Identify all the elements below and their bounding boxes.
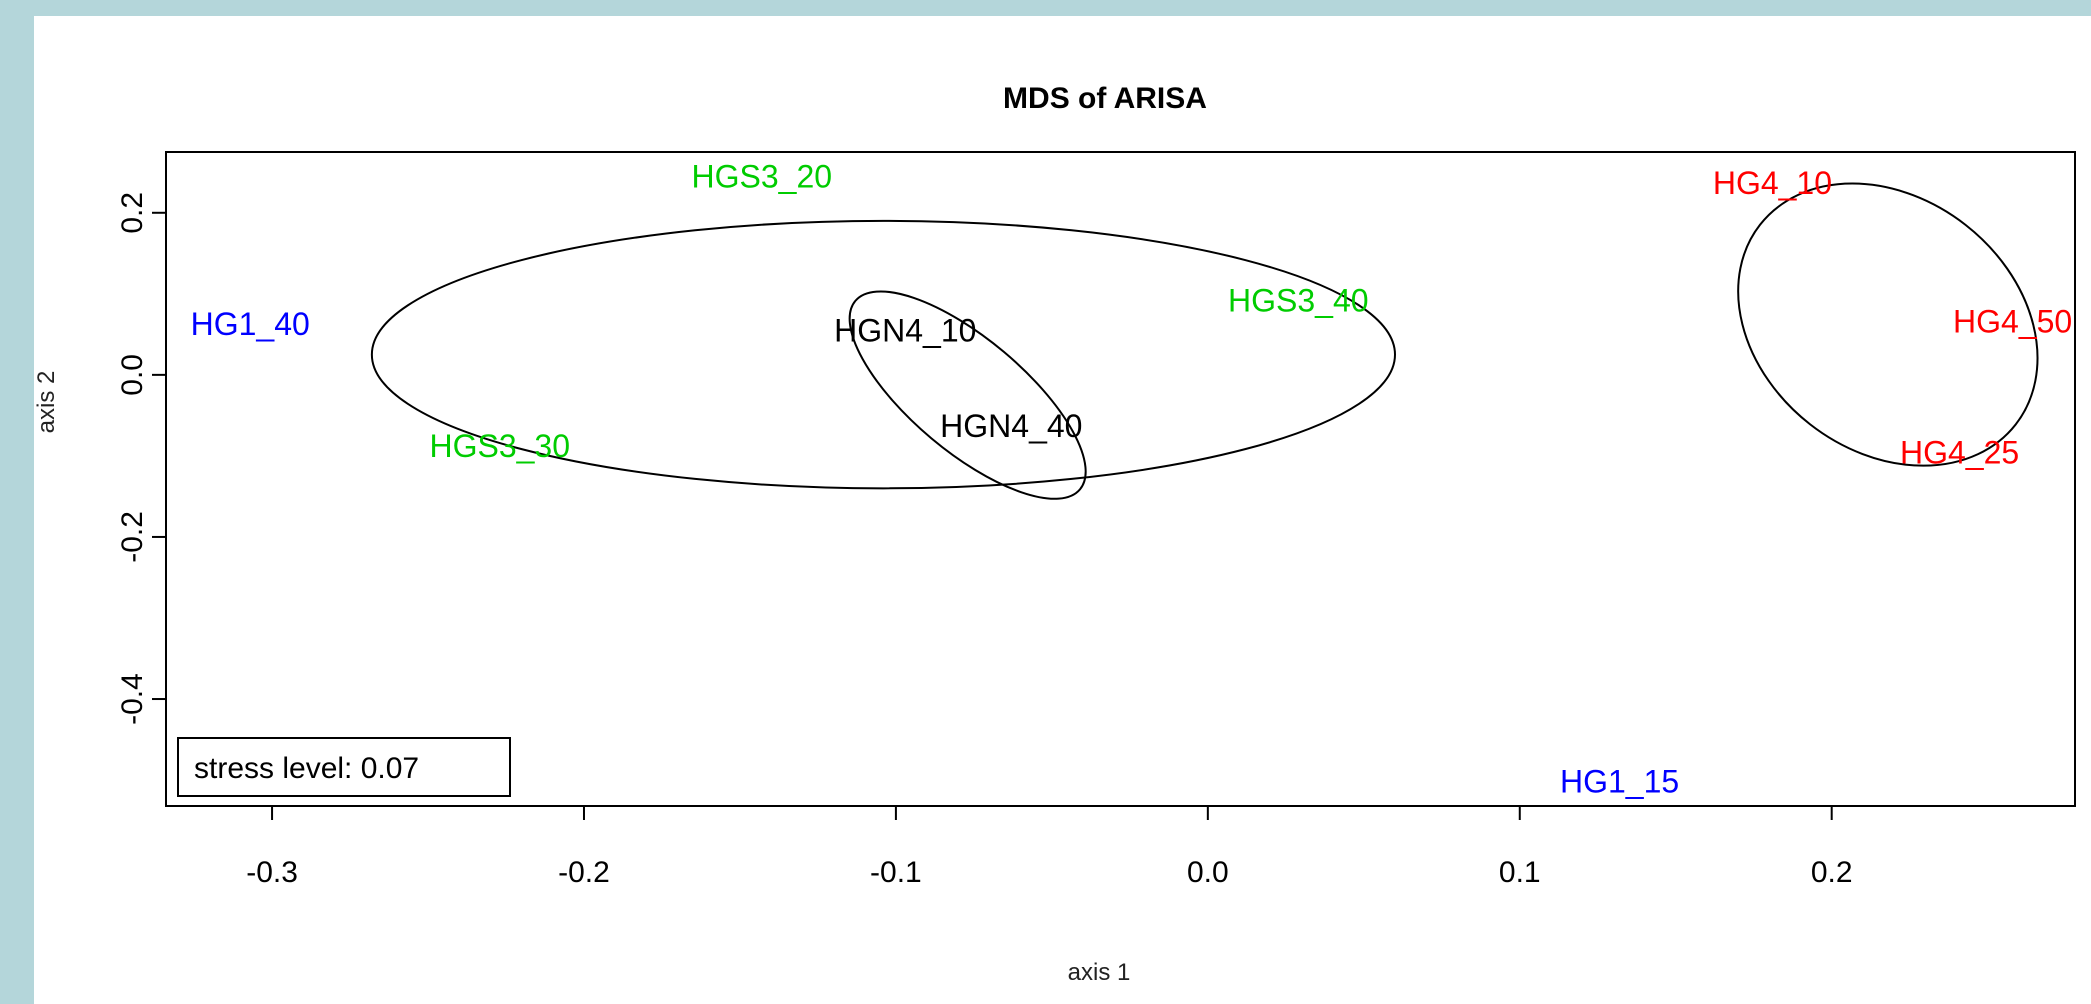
x-tick-label: -0.2 xyxy=(558,856,610,889)
point-label-hgs3_20: HGS3_20 xyxy=(692,158,833,194)
x-tick-label: 0.1 xyxy=(1499,856,1541,889)
points-layer: HG1_40 HG1_15 HGS3_20 HGS3_40 HGS3_30 HGN4_10… xyxy=(191,158,2073,799)
x-axis-title: axis 1 xyxy=(1068,959,1131,986)
point-label-hg1_15: HG1_15 xyxy=(1560,764,1679,800)
plot-frame xyxy=(165,151,2076,807)
stress-legend: stress level: 0.07 xyxy=(177,737,511,797)
ellipse-hgs3 xyxy=(370,219,1396,490)
point-label-hgn4_10: HGN4_10 xyxy=(834,312,976,348)
y-tick-label: 0.0 xyxy=(116,354,149,396)
y-tick-label: -0.2 xyxy=(116,511,149,563)
ellipse-hg4 xyxy=(1737,182,2039,467)
point-label-hg1_40: HG1_40 xyxy=(191,306,310,342)
plot-panel: MDS of ARISA HG1_40 HG1_15 HGS3_20 HGS3_40 H… xyxy=(34,16,2091,1004)
ellipse-hgn4 xyxy=(848,290,1087,500)
y-axis: -0.4 -0.2 0.0 0.2 xyxy=(116,192,166,725)
point-label-hg4_10: HG4_10 xyxy=(1713,165,1832,201)
x-tick-label: -0.1 xyxy=(870,856,922,889)
x-tick-label: -0.3 xyxy=(246,856,298,889)
mds-scatter-chart: MDS of ARISA HG1_40HG1_15HGS3_20HGS3_40H… xyxy=(34,82,2076,986)
y-tick-label: -0.4 xyxy=(116,673,149,725)
point-label-hgn4_40: HGN4_40 xyxy=(940,408,1082,444)
point-label-hgs3_40: HGS3_40 xyxy=(1228,282,1369,318)
y-tick-label: 0.2 xyxy=(116,192,149,234)
legend-text: stress level: 0.07 xyxy=(194,752,419,785)
x-axis: -0.3 -0.2 -0.1 0.0 0.1 0.2 xyxy=(246,806,1853,889)
point-label-hg4_25: HG4_25 xyxy=(1900,435,2019,471)
legend-box xyxy=(177,737,511,797)
point-label-hg4_50: HG4_50 xyxy=(1953,303,2072,339)
y-axis-title: axis 2 xyxy=(34,371,60,434)
ellipses-layer xyxy=(370,182,2039,500)
x-tick-label: 0.0 xyxy=(1187,856,1229,889)
point-label-hgs3_30: HGS3_30 xyxy=(429,428,570,464)
x-tick-label: 0.2 xyxy=(1811,856,1853,889)
chart-title: MDS of ARISA xyxy=(1003,82,1207,115)
